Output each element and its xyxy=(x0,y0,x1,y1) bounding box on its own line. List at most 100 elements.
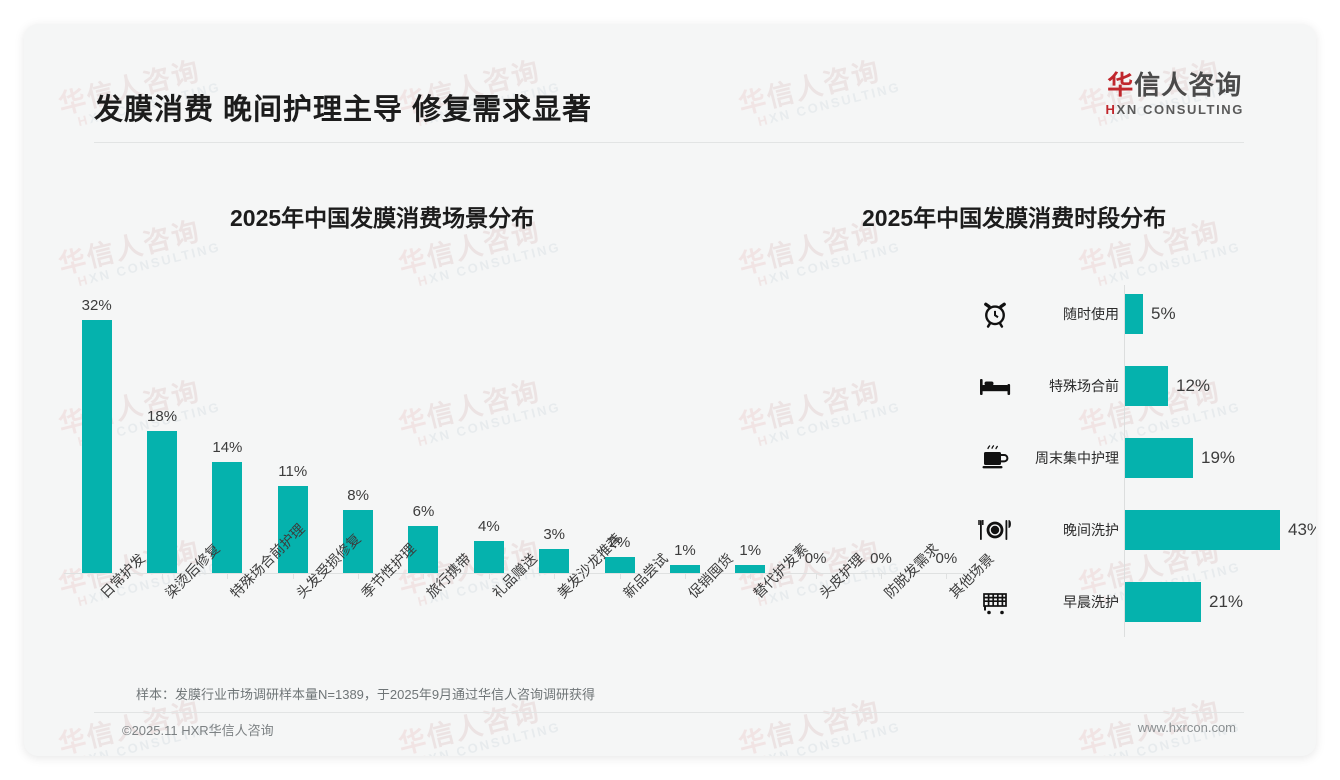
bar-value-label: 21% xyxy=(1209,592,1244,611)
bar-column: 32% xyxy=(64,277,129,573)
bar-value-label: 19% xyxy=(1201,448,1236,467)
bar-value-label: 0% xyxy=(804,550,827,567)
time-slot-row: 晚间洗护 43% xyxy=(969,501,1316,559)
bar-value-label: 0% xyxy=(935,550,958,567)
bar-column: 11% xyxy=(260,277,325,573)
time-slot-row: 随时使用 5% xyxy=(969,285,1289,343)
bar-value-label: 43% xyxy=(1288,520,1316,539)
axis-category-label: 防脱发需求 xyxy=(848,540,942,678)
bar xyxy=(473,541,504,573)
time-slot-label: 特殊场合前 xyxy=(1049,378,1119,394)
bar-value-label: 1% xyxy=(674,542,696,559)
time-distribution-chart: 随时使用 5% 特殊场合前 12% 周末集中护理 19% 晚间洗护 43% 早晨洗护 21% xyxy=(969,277,1316,647)
vertical-bars: 32% 18% 14% 11% 8% 6% 4% 3% 2% 1% 1% 0% 0% 0% xyxy=(64,277,979,573)
bar-value-label: 4% xyxy=(477,518,500,535)
time-slot-label: 周末集中护理 xyxy=(1035,450,1119,466)
brand-logo-cn: 华信人咨询 xyxy=(1106,70,1244,100)
axis-tick xyxy=(718,573,783,581)
bar-value-label: 1% xyxy=(739,542,762,559)
axis-tick xyxy=(587,573,652,581)
bar-column: 0% xyxy=(914,277,979,573)
bed-icon xyxy=(977,368,1013,404)
bar xyxy=(669,565,700,573)
time-slot-label: 晚间洗护 xyxy=(1063,522,1119,538)
bar-value-label: 0% xyxy=(870,550,892,567)
bar xyxy=(343,510,374,573)
shopping-cart-icon xyxy=(977,584,1013,620)
horizontal-chart-axis xyxy=(1124,285,1125,637)
bar-column: 2% xyxy=(587,277,652,573)
bar xyxy=(604,557,635,573)
axis-category-label: 旅行携带 xyxy=(391,550,474,678)
axis-tick xyxy=(456,573,521,581)
scene-distribution-chart: 32% 18% 14% 11% 8% 6% 4% 3% 2% 1% 1% 0% 0% 0% 日常护发 染烫后… xyxy=(64,277,997,678)
coffee-cup-icon xyxy=(977,440,1013,476)
sample-footnote: 样本：发膜行业市场调研样本量N=1389，于2025年9月通过华信人咨询调研获得 xyxy=(136,687,596,702)
charts-region: 2025年中国发膜消费场景分布 2025年中国发膜消费时段分布 32% 18% 14… xyxy=(24,152,1316,672)
axis-category-label: 季节性护理 xyxy=(325,540,419,678)
axis-category-label: 日常护发 xyxy=(64,550,148,678)
brand-logo-en-rest: XN CONSULTING xyxy=(1116,102,1244,118)
bar-column: 6% xyxy=(391,277,456,573)
bar-column: 1% xyxy=(652,277,717,573)
axis-tick xyxy=(195,573,260,581)
brand-logo-en: HXN CONSULTING xyxy=(1106,102,1244,117)
axis-category-label: 头皮护理 xyxy=(783,550,867,678)
axis-category-label: 促销囤货 xyxy=(652,550,736,678)
axis-category-label: 头发受损修复 xyxy=(260,530,364,678)
axis-category-label: 替代护发素 xyxy=(718,540,811,678)
bar-column: 1% xyxy=(718,277,783,573)
axis-tick xyxy=(848,573,913,581)
bar-column: 18% xyxy=(129,277,194,573)
page-title: 发膜消费 晚间护理主导 修复需求显著 xyxy=(94,94,593,126)
bar xyxy=(212,462,243,573)
bar xyxy=(277,486,308,573)
bar-value-label: 14% xyxy=(212,439,243,456)
bar xyxy=(81,320,112,573)
brand-logo-cn-rest: 信人咨询 xyxy=(1134,70,1243,100)
bar-value-label: 5% xyxy=(1151,304,1176,323)
bar-column: 14% xyxy=(195,277,260,573)
axis-tick xyxy=(260,573,325,581)
brand-logo-cn-red: 华 xyxy=(1107,70,1135,100)
brand-logo: 华信人咨询 HXN CONSULTING xyxy=(1106,70,1244,117)
right-chart-title: 2025年中国发膜消费时段分布 xyxy=(862,205,1167,231)
axis-tick xyxy=(325,573,390,581)
time-slot-label: 随时使用 xyxy=(1063,306,1119,322)
bar-value-label: 3% xyxy=(543,526,566,543)
bar xyxy=(408,526,439,573)
time-slot-row: 周末集中护理 19% xyxy=(969,429,1289,487)
axis-category-label: 新品尝试 xyxy=(587,550,671,678)
axis-category-label: 美发沙龙推荐 xyxy=(522,530,625,678)
left-chart-title: 2025年中国发膜消费场景分布 xyxy=(230,205,535,231)
bar-value-label: 2% xyxy=(608,534,631,551)
vertical-chart-axis xyxy=(64,573,979,574)
bar xyxy=(1125,366,1168,406)
axis-category-label: 染烫后修复 xyxy=(129,540,223,678)
axis-category-label: 特殊场合前护理 xyxy=(195,521,308,678)
bar-column: 0% xyxy=(848,277,913,573)
bar-value-label: 8% xyxy=(347,487,369,504)
bar-value-label: 12% xyxy=(1176,376,1211,395)
axis-tick xyxy=(129,573,194,581)
time-slot-row: 早晨洗护 21% xyxy=(969,573,1289,631)
bar-column: 0% xyxy=(783,277,848,573)
bar-value-label: 18% xyxy=(147,408,178,425)
bar-value-label: 11% xyxy=(278,463,308,480)
bar-column: 3% xyxy=(522,277,587,573)
axis-tick xyxy=(64,573,129,581)
axis-tick xyxy=(783,573,848,581)
axis-tick xyxy=(391,573,456,581)
dinner-plate-icon xyxy=(977,512,1013,548)
axis-tick xyxy=(652,573,717,581)
alarm-clock-icon xyxy=(977,296,1013,332)
bar-value-label: 32% xyxy=(81,297,112,314)
time-slot-label: 早晨洗护 xyxy=(1063,594,1119,610)
bar xyxy=(539,549,570,573)
axis-tick xyxy=(522,573,587,581)
bar xyxy=(1125,510,1280,550)
slide-header: 发膜消费 晚间护理主导 修复需求显著 华信人咨询 HXN CONSULTING xyxy=(24,24,1316,143)
footer-divider xyxy=(94,712,1244,713)
footer-website: www.hxrcon.com xyxy=(1137,720,1236,735)
